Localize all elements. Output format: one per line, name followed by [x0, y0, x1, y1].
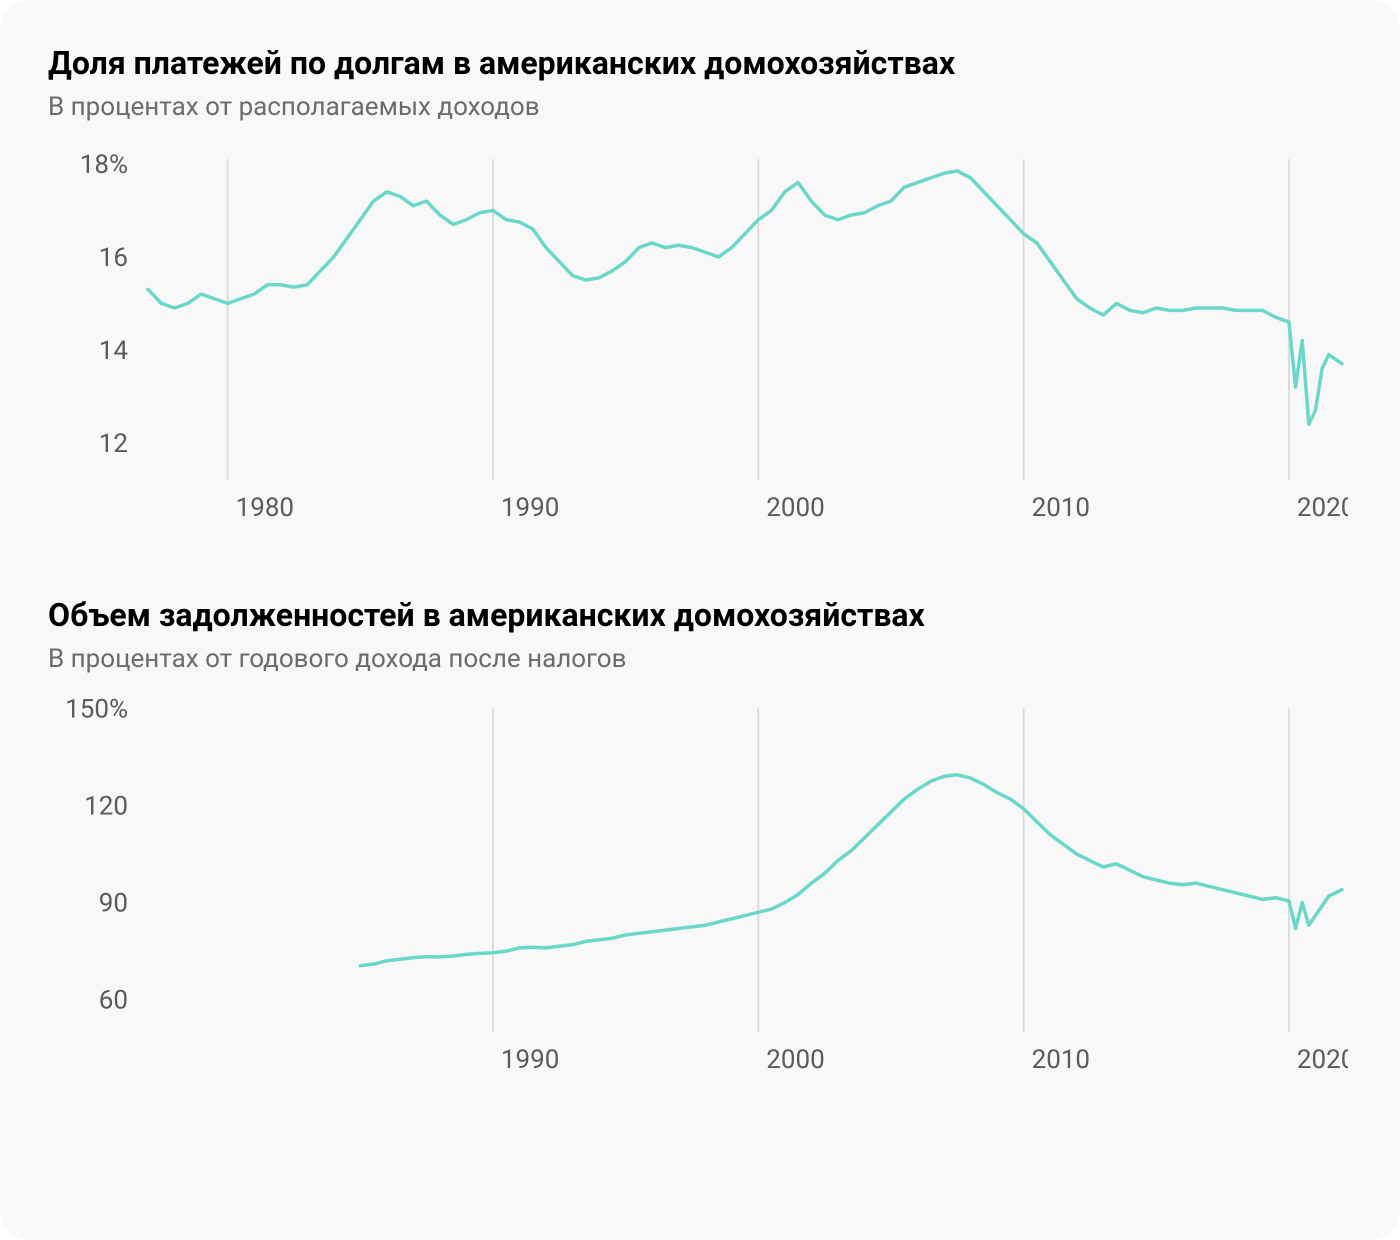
chart-card: Доля платежей по долгам в американских д…	[0, 0, 1400, 1240]
x-tick-label: 1990	[501, 493, 559, 523]
x-tick-label: 2010	[1032, 493, 1090, 523]
x-tick-label: 2020	[1297, 1045, 1348, 1075]
x-tick-label: 2000	[766, 1045, 824, 1075]
x-tick-label: 2020	[1297, 493, 1348, 523]
chart-1-svg: 1980 1990 2000 2010 2020 18% 16 14 12	[48, 140, 1348, 540]
chart-2-title: Объем задолженностей в американских домо…	[48, 596, 1352, 634]
chart-1-block: Доля платежей по долгам в американских д…	[48, 44, 1352, 540]
x-tick-label: 2000	[766, 493, 824, 523]
y-tick-label: 150%	[65, 694, 128, 724]
chart-2-svg: 1990 2000 2010 2020 150% 120 90 60	[48, 692, 1348, 1092]
chart-2-block: Объем задолженностей в американских домо…	[48, 596, 1352, 1092]
y-tick-label: 18%	[80, 150, 128, 180]
chart-2-area: 1990 2000 2010 2020 150% 120 90 60	[48, 692, 1352, 1092]
y-tick-label: 16	[99, 243, 128, 273]
chart-2-subtitle: В процентах от годового дохода после нал…	[48, 644, 1352, 674]
x-tick-label: 1980	[236, 493, 294, 523]
chart-1-subtitle: В процентах от располагаемых доходов	[48, 92, 1352, 122]
y-tick-label: 120	[84, 792, 128, 822]
data-line	[360, 775, 1342, 966]
y-tick-label: 60	[99, 986, 128, 1016]
chart-1-title: Доля платежей по долгам в американских д…	[48, 44, 1352, 82]
y-tick-label: 14	[99, 336, 129, 366]
x-tick-label: 2010	[1032, 1045, 1090, 1075]
y-tick-label: 90	[99, 889, 128, 919]
y-tick-label: 12	[99, 429, 128, 459]
x-tick-label: 1990	[501, 1045, 559, 1075]
chart-1-area: 1980 1990 2000 2010 2020 18% 16 14 12	[48, 140, 1352, 540]
data-line	[148, 171, 1342, 424]
